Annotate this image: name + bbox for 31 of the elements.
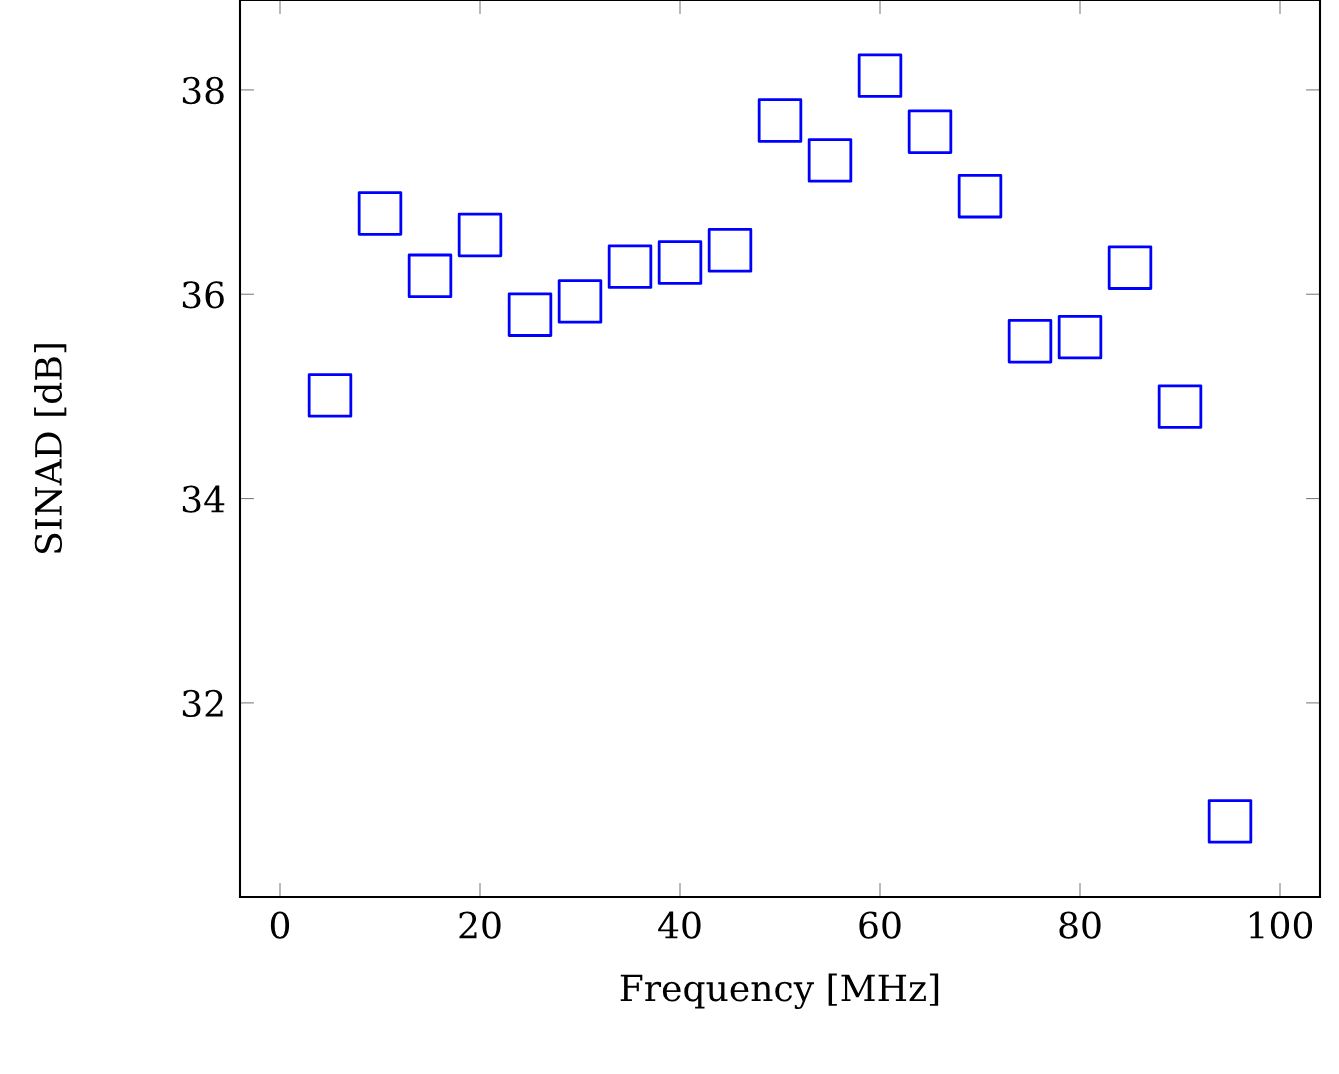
point <box>1157 384 1203 429</box>
point <box>957 173 1003 219</box>
y-axis-title: SINAD [dB] <box>34 344 67 553</box>
point <box>1207 799 1253 844</box>
x-tick-label: 40 <box>658 911 701 939</box>
point <box>807 138 853 183</box>
point <box>757 98 803 143</box>
point <box>657 240 703 285</box>
point <box>1007 319 1053 364</box>
point <box>407 253 453 299</box>
point <box>857 53 903 98</box>
x-tick-label: 20 <box>459 911 501 939</box>
point <box>707 228 753 273</box>
point <box>1057 314 1103 360</box>
point <box>1107 245 1153 290</box>
x-axis-title: Frequency [MHz] <box>620 973 939 1010</box>
y-tick-label: 32 <box>182 689 223 718</box>
y-tick-label: 38 <box>182 76 224 105</box>
point <box>307 373 353 418</box>
x-tick-label: 80 <box>1059 911 1101 939</box>
x-tick-label: 0 <box>270 911 290 939</box>
point <box>457 212 503 258</box>
point <box>357 191 403 236</box>
y-tick-label: 34 <box>182 485 225 513</box>
point <box>557 279 603 324</box>
x-tick-label: 100 <box>1249 911 1313 939</box>
point <box>507 292 553 337</box>
point <box>907 109 953 155</box>
y-tick-label: 36 <box>182 281 224 309</box>
point <box>607 244 653 289</box>
x-tick-label: 60 <box>859 911 901 939</box>
